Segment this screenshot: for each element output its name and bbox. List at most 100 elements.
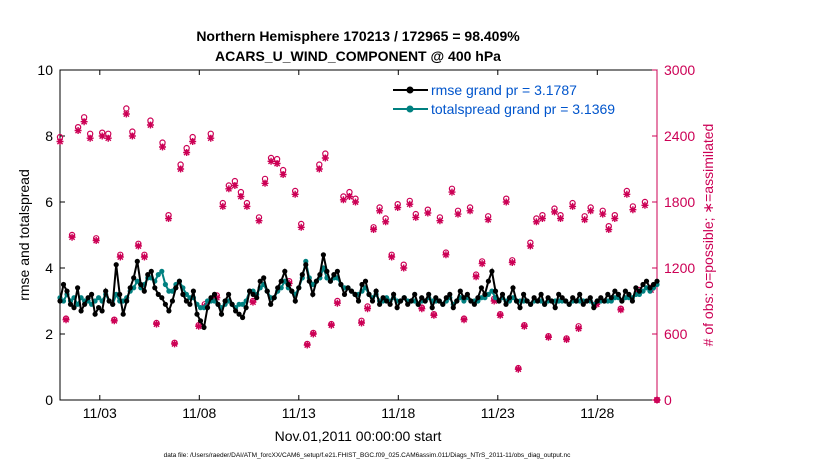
obs-assimilated-point	[581, 216, 589, 224]
rmse-point	[313, 278, 319, 284]
rmse-point	[394, 305, 400, 311]
obs-asterisk	[243, 202, 251, 210]
rmse-point	[57, 298, 63, 304]
obs-asterisk	[563, 336, 571, 343]
obs-assimilated-point	[605, 226, 613, 233]
rmse-point	[521, 291, 527, 297]
rmse-point	[317, 272, 323, 278]
obs-assimilated-point	[623, 190, 631, 198]
rmse-point	[598, 295, 604, 301]
rmse-point	[120, 311, 126, 317]
obs-assimilated-point	[472, 273, 480, 281]
obs-asterisk	[376, 207, 384, 215]
obs-assimilated-point	[599, 210, 607, 218]
rmse-point	[482, 291, 488, 297]
obs-assimilated-point	[394, 204, 402, 211]
obs-assimilated-point	[424, 209, 432, 217]
rmse-point	[461, 295, 467, 301]
obs-asterisk	[526, 242, 534, 250]
rmse-point	[405, 301, 411, 307]
rmse-point	[310, 291, 316, 297]
rmse-point	[222, 298, 228, 304]
y-right-tick-label: 2400	[664, 128, 695, 144]
obs-asterisk	[569, 202, 577, 210]
rmse-point	[528, 301, 534, 307]
obs-assimilated-point	[297, 223, 305, 231]
rmse-point	[82, 301, 88, 307]
rmse-point	[577, 291, 583, 297]
obs-asterisk	[86, 134, 94, 142]
y-left-tick-label: 2	[45, 326, 53, 342]
obs-assimilated-point	[80, 118, 88, 126]
rmse-point	[429, 305, 435, 311]
rmse-point	[320, 252, 326, 258]
x-tick-label: 11/23	[481, 405, 515, 421]
obs-asterisk	[611, 215, 619, 222]
rmse-point	[173, 285, 179, 291]
obs-asterisk	[74, 127, 82, 134]
rmse-point	[67, 301, 74, 307]
obs-assimilated-point	[159, 143, 167, 151]
rmse-point	[454, 298, 460, 304]
rmse-point	[492, 288, 499, 294]
obs-assimilated-point	[291, 190, 299, 198]
x-axis-label: Nov.01,2011 00:00:00 start	[275, 428, 442, 444]
obs-asterisk	[122, 110, 130, 118]
rmse-point	[362, 278, 369, 284]
rmse-point	[640, 281, 646, 288]
obs-asterisk	[134, 242, 142, 250]
y-left-tick-label: 10	[37, 62, 53, 78]
obs-assimilated-point	[116, 253, 124, 261]
rmse-point	[141, 288, 147, 294]
obs-assimilated-point	[213, 294, 221, 302]
obs-asterisk	[333, 299, 341, 307]
rmse-point	[64, 288, 70, 294]
rmse-point	[334, 268, 340, 274]
rmse-point	[176, 278, 182, 284]
rmse-point	[254, 295, 260, 301]
rmse-point	[506, 295, 513, 301]
obs-assimilated-point	[122, 110, 130, 118]
obs-assimilated-point	[207, 134, 215, 142]
obs-assimilated-point	[267, 157, 275, 165]
obs-asterisk	[442, 251, 450, 259]
obs-assimilated-point	[442, 251, 450, 259]
rmse-point	[162, 301, 168, 307]
obs-assimilated-point	[321, 154, 329, 162]
rmse-point	[264, 288, 270, 294]
spread-point	[155, 272, 161, 278]
rmse-point	[499, 291, 506, 297]
rmse-point	[303, 262, 309, 268]
chart-title-line2: ACARS_U_WIND_COMPONENT @ 400 hPa	[215, 48, 501, 64]
spread-point	[240, 301, 246, 307]
rmse-point	[218, 311, 225, 317]
obs-asterisk	[364, 305, 372, 313]
rmse-point	[633, 285, 639, 291]
obs-asterisk	[159, 143, 167, 151]
obs-assimilated-point	[231, 182, 239, 189]
obs-assimilated-point	[430, 311, 438, 319]
obs-asterisk	[394, 204, 402, 211]
y-left-tick-label: 0	[45, 392, 53, 408]
rmse-point	[650, 281, 657, 288]
rmse-point	[419, 295, 425, 301]
rmse-point	[292, 298, 298, 304]
rmse-point	[166, 308, 172, 314]
obs-asterisk	[297, 223, 305, 231]
rmse-point	[398, 298, 404, 304]
obs-asterisk	[267, 157, 275, 165]
obs-assimilated-point	[611, 215, 619, 222]
obs-assimilated-point	[496, 311, 504, 319]
obs-asterisk	[279, 171, 287, 178]
rmse-point	[275, 285, 281, 291]
rmse-point	[208, 295, 214, 301]
rmse-point	[99, 308, 105, 314]
obs-assimilated-point	[478, 260, 486, 268]
rmse-point	[563, 298, 569, 304]
obs-assimilated-point	[261, 179, 269, 187]
obs-asterisk	[195, 322, 203, 330]
rmse-point	[134, 258, 140, 264]
rmse-point	[440, 301, 446, 307]
rmse-point	[594, 298, 600, 304]
rmse-point	[278, 278, 284, 284]
